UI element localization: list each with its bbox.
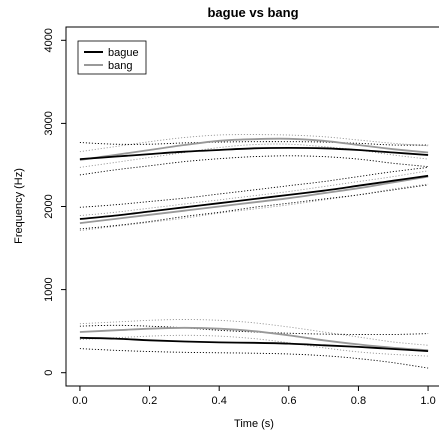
bang-formant-1-mean-line [79, 137, 429, 161]
plot-area [79, 134, 429, 369]
y-tick-label: 3000 [43, 111, 55, 135]
x-axis: 0.0 0.2 0.4 0.6 0.8 1.0 [72, 385, 436, 407]
plot-frame [65, 26, 439, 387]
x-tick-label: 0.0 [72, 395, 87, 407]
chart-title: bague vs bang [207, 5, 298, 20]
bague-formant-2-upper-bound [79, 166, 429, 208]
y-tick-label: 2000 [43, 194, 55, 218]
legend-label-bague: bague [108, 47, 139, 59]
y-axis-label: Frequency (Hz) [13, 168, 25, 244]
bang-formant-3-lower-bound [79, 334, 429, 357]
x-tick-label: 0.2 [142, 395, 157, 407]
bague-formant-3-mean-line [79, 336, 429, 352]
y-tick-label: 4000 [43, 28, 55, 52]
bague-formant-2-mean-line [79, 174, 429, 220]
x-axis-label: Time (s) [234, 418, 274, 430]
y-tick-label: 1000 [43, 277, 55, 301]
bang-formant-2-mean-line [79, 175, 429, 224]
y-tick-label: 0 [43, 370, 55, 376]
bang-formant-2-lower-bound [79, 183, 429, 232]
bague-formant-3-lower-bound [79, 348, 429, 369]
x-tick-label: 0.6 [281, 395, 296, 407]
bague-formant-1-mean-line [79, 146, 429, 160]
x-tick-label: 0.4 [212, 395, 227, 407]
y-axis: 0 1000 2000 3000 4000 [43, 28, 67, 376]
bang-formant-3-upper-bound [79, 319, 429, 346]
bague-formant-1-upper-bound [79, 141, 429, 146]
bague-formant-1-lower-bound [79, 155, 429, 176]
bang-formant-1-lower-bound [79, 143, 429, 168]
bang-formant-2-upper-bound [79, 170, 429, 217]
bague-formant-2-lower-bound [79, 184, 429, 230]
bang-formant-3-mean-line [79, 326, 429, 352]
x-tick-label: 1.0 [420, 395, 435, 407]
legend-label-bang: bang [108, 60, 132, 72]
legend-box [77, 40, 147, 75]
x-tick-label: 0.8 [351, 395, 366, 407]
bang-formant-1-upper-bound [79, 134, 429, 153]
